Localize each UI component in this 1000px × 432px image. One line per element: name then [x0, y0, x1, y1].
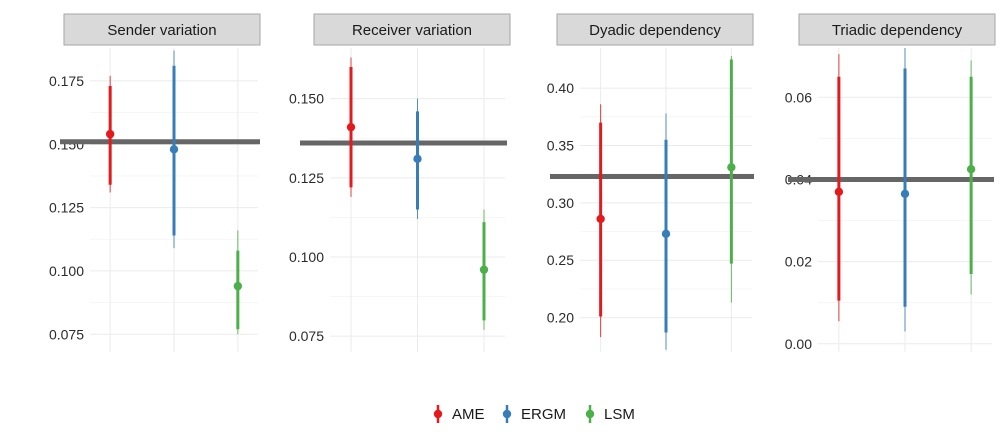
- y-tick-label: 0.100: [49, 263, 84, 279]
- point-estimate-ame: [834, 187, 844, 196]
- y-tick-label: 0.02: [785, 254, 812, 270]
- point-estimate-ergm: [413, 154, 422, 164]
- point-estimate-ame: [596, 214, 605, 224]
- point-estimate-lsm: [727, 163, 736, 172]
- panel-strip: [556, 13, 754, 46]
- point-estimate-ame: [346, 122, 356, 132]
- y-tick-label: 0.075: [49, 326, 84, 342]
- y-tick-label: 0.125: [289, 170, 324, 186]
- panel-strip: [313, 13, 511, 46]
- y-tick-label: 0.06: [785, 89, 812, 105]
- y-tick-label: 0.40: [547, 80, 574, 96]
- y-tick-label: 0.175: [49, 73, 84, 89]
- panel-title: Sender variation: [107, 22, 216, 39]
- legend-label-lsm: LSM: [604, 406, 635, 423]
- y-tick-label: 0.00: [785, 336, 812, 352]
- panel-title: Receiver variation: [352, 22, 472, 39]
- y-tick-label: 0.125: [49, 200, 84, 216]
- y-tick-label: 0.100: [289, 249, 324, 265]
- panel-title: Dyadic dependency: [589, 22, 721, 39]
- legend-label-ergm: ERGM: [521, 406, 566, 423]
- point-estimate-ame: [105, 129, 115, 139]
- panel-1: Sender variation 0.075 0.100 0.125 0.150 0.17…: [49, 13, 261, 352]
- point-estimate-ergm: [169, 145, 179, 154]
- point-estimate-lsm: [233, 281, 243, 291]
- panel-strip: [798, 13, 996, 46]
- legend-key-point-lsm: [585, 409, 595, 419]
- point-estimate-ergm: [661, 229, 671, 239]
- legend-key-point-ame: [433, 409, 443, 419]
- point-estimate-lsm: [966, 164, 976, 174]
- y-tick-label: 0.25: [547, 252, 574, 268]
- y-tick-label: 0.075: [289, 328, 324, 344]
- y-tick-label: 0.30: [547, 195, 574, 211]
- y-tick-label: 0.150: [49, 136, 84, 152]
- point-estimate-ergm: [900, 189, 910, 199]
- y-tick-label: 0.35: [547, 138, 574, 154]
- legend-label-ame: AME: [452, 406, 485, 423]
- panels: Sender variation 0.075 0.100 0.125 0.150 0.17…: [49, 13, 996, 352]
- panel-3: Dyadic dependency 0.20 0.25 0.30 0.35 0.40: [547, 13, 754, 352]
- legend-key-point-ergm: [502, 409, 512, 419]
- panel-2: Receiver variation 0.075 0.100 0.125 0.150: [289, 13, 511, 352]
- y-tick-label: 0.20: [547, 310, 574, 326]
- panel-strip: [63, 13, 261, 46]
- point-estimate-lsm: [479, 265, 489, 274]
- legend: AME ERGM LSM: [433, 405, 635, 423]
- y-tick-label: 0.150: [289, 91, 324, 107]
- panel-title: Triadic dependency: [832, 22, 963, 39]
